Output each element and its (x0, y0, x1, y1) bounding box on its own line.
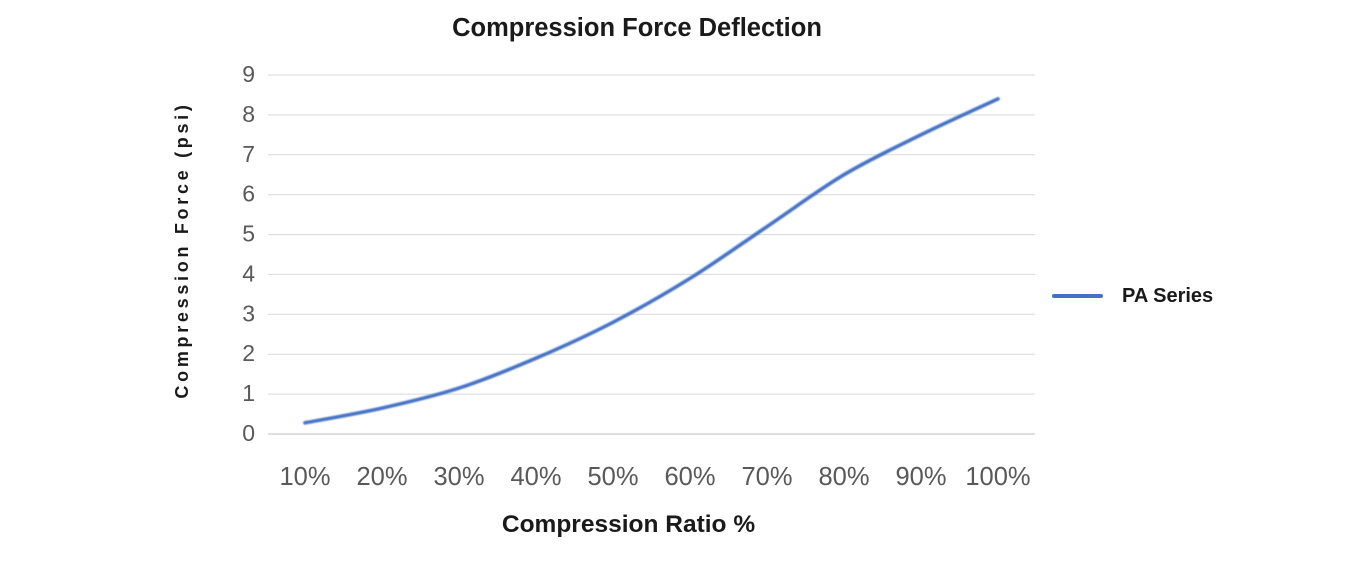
svg-text:6: 6 (242, 181, 255, 207)
svg-text:100%: 100% (965, 463, 1030, 491)
svg-text:8: 8 (242, 101, 255, 127)
svg-text:9: 9 (242, 61, 255, 87)
svg-text:60%: 60% (664, 463, 715, 491)
svg-text:3: 3 (242, 300, 255, 326)
svg-text:40%: 40% (510, 463, 561, 491)
svg-text:1: 1 (242, 380, 255, 406)
svg-text:90%: 90% (895, 463, 946, 491)
svg-text:50%: 50% (587, 463, 638, 491)
svg-text:5: 5 (242, 221, 255, 247)
svg-text:20%: 20% (356, 463, 407, 491)
svg-text:70%: 70% (741, 463, 792, 491)
svg-text:0: 0 (242, 420, 255, 446)
svg-text:4: 4 (242, 260, 255, 286)
svg-text:10%: 10% (279, 463, 330, 491)
svg-text:2: 2 (242, 340, 255, 366)
svg-text:80%: 80% (818, 463, 869, 491)
svg-text:7: 7 (242, 141, 255, 167)
svg-text:30%: 30% (433, 463, 484, 491)
